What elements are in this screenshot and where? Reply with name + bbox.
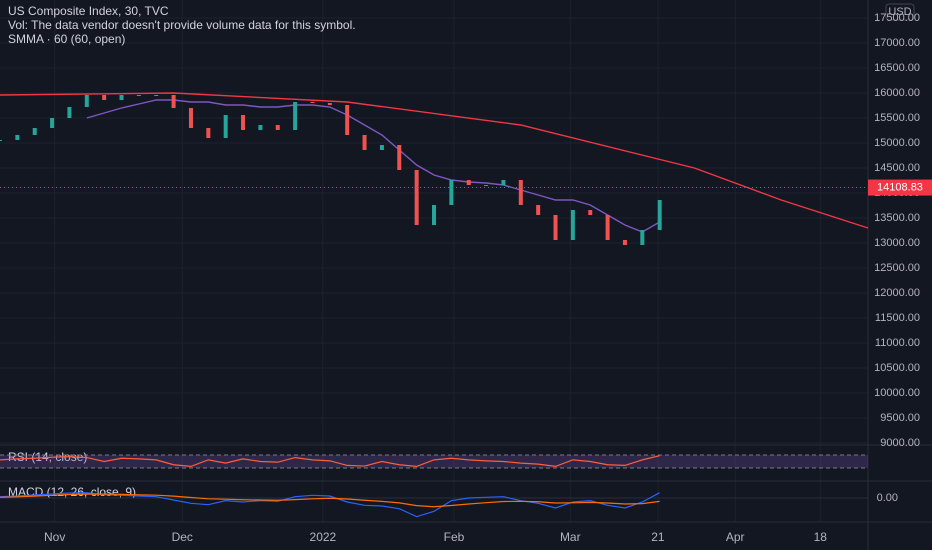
y-tick-label: 9000.00 xyxy=(880,437,920,449)
candle xyxy=(188,108,193,128)
y-tick-label: 11000.00 xyxy=(875,337,920,349)
candle xyxy=(501,180,506,185)
volume-note: Vol: The data vendor doesn't provide vol… xyxy=(8,18,356,32)
x-tick-label: Nov xyxy=(44,530,65,544)
x-tick-label: Feb xyxy=(444,530,465,544)
y-tick-label: 13000.00 xyxy=(874,237,920,249)
candle xyxy=(310,102,315,103)
y-tick-label: 9500.00 xyxy=(880,412,920,424)
y-tick-label: 12000.00 xyxy=(874,287,920,299)
candle xyxy=(275,125,280,130)
x-tick-label: Apr xyxy=(726,530,745,544)
candle xyxy=(640,230,645,245)
candle xyxy=(84,95,89,107)
macd-legend: MACD (12, 26, close, 9) xyxy=(8,485,136,499)
candle xyxy=(136,95,141,96)
y-tick-label: 16000.00 xyxy=(874,87,920,99)
macd-tick-label: 0.00 xyxy=(877,492,898,504)
y-tick-label: 12500.00 xyxy=(874,262,920,274)
chart-title: US Composite Index, 30, TVC xyxy=(8,4,169,18)
smma-legend: SMMA · 60 (60, open) xyxy=(8,32,125,46)
x-tick-label: 21 xyxy=(651,530,665,544)
candle xyxy=(223,115,228,138)
y-tick-label: 15000.00 xyxy=(874,137,920,149)
y-tick-label: 16500.00 xyxy=(874,62,920,74)
candle xyxy=(67,107,72,118)
y-tick-label: 10500.00 xyxy=(874,362,920,374)
y-tick-label: 11500.00 xyxy=(875,312,920,324)
candle xyxy=(15,135,20,140)
rsi-band xyxy=(0,455,868,468)
overlay-line xyxy=(0,92,869,229)
y-tick-label: 15500.00 xyxy=(874,112,920,124)
candle xyxy=(241,115,246,130)
candle xyxy=(622,240,627,245)
candle xyxy=(449,180,454,205)
candle xyxy=(605,215,610,240)
last-price-badge xyxy=(868,179,932,196)
candle xyxy=(553,215,558,240)
candle xyxy=(32,128,37,135)
candle xyxy=(536,205,541,215)
candle xyxy=(0,140,2,141)
candle xyxy=(397,145,402,170)
candle xyxy=(293,102,298,130)
candle xyxy=(345,105,350,135)
overlay-line xyxy=(86,99,661,233)
rsi-line xyxy=(0,455,660,467)
candle xyxy=(171,95,176,108)
candle xyxy=(327,103,332,105)
candle xyxy=(154,95,159,96)
candle xyxy=(466,180,471,185)
candle xyxy=(484,185,489,186)
candle xyxy=(258,125,263,130)
candle xyxy=(50,118,55,128)
last-price-label: 14108.83 xyxy=(877,181,923,193)
x-tick-label: 2022 xyxy=(310,530,337,544)
candle xyxy=(432,205,436,225)
x-tick-label: Dec xyxy=(172,530,193,544)
x-tick-label: Mar xyxy=(560,530,581,544)
plot xyxy=(0,92,869,245)
candle xyxy=(119,95,124,100)
y-tick-label: 17000.00 xyxy=(874,37,920,49)
macd-line xyxy=(0,493,660,508)
y-tick-label: 13500.00 xyxy=(874,212,920,224)
macd-line xyxy=(0,492,660,518)
candle xyxy=(206,128,211,138)
grid xyxy=(0,0,868,522)
candle xyxy=(570,210,575,240)
y-tick-label: 17500.00 xyxy=(874,12,920,24)
candle xyxy=(379,145,384,150)
candle xyxy=(102,95,107,100)
y-tick-label: 10000.00 xyxy=(874,387,920,399)
currency: USD xyxy=(888,6,911,18)
y-tick-label: 14500.00 xyxy=(874,162,920,174)
currency-badge[interactable] xyxy=(885,3,915,21)
candle xyxy=(657,200,662,230)
candle xyxy=(362,135,367,150)
candle xyxy=(588,210,593,215)
x-tick-label: 18 xyxy=(814,530,828,544)
candle xyxy=(414,170,419,225)
candle xyxy=(518,180,523,205)
